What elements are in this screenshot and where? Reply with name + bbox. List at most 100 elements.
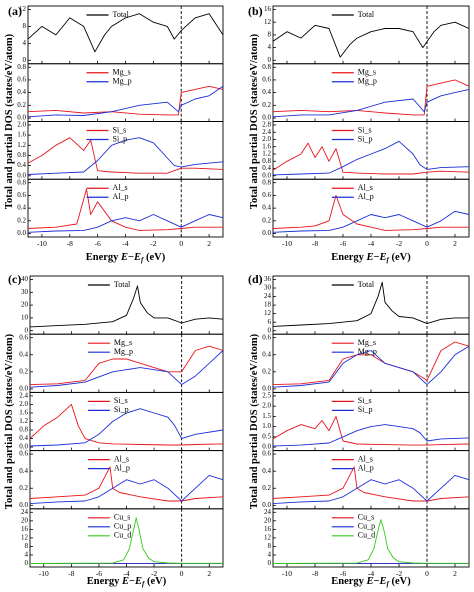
x-axis-label-sub: f bbox=[142, 580, 145, 588]
y-tick-label: 2.5 bbox=[262, 392, 271, 400]
legend-label: Cu_d bbox=[358, 531, 375, 540]
x-axis-label: Energy E−Ef (eV) bbox=[87, 576, 167, 588]
x-tick-label: -2 bbox=[151, 569, 157, 578]
legend-label: Mg_p bbox=[358, 77, 377, 86]
x-axis-label-E: E bbox=[366, 576, 374, 587]
x-axis-label-sub: f bbox=[387, 580, 390, 588]
panel-label: (d) bbox=[248, 272, 263, 286]
panel-b: (b) Total and partial DOS (states/eV/atom… bbox=[248, 4, 470, 264]
y-tick-label: 0.4 bbox=[262, 88, 271, 96]
legend-label: Si_p bbox=[358, 405, 373, 414]
y-tick-label: 0.6 bbox=[262, 191, 271, 199]
y-tick-label: 0.2 bbox=[262, 216, 271, 224]
y-tick-label: 0.8 bbox=[19, 426, 28, 434]
x-axis-label: Energy E−Ef (eV) bbox=[331, 252, 411, 264]
legend-label: Mg_s bbox=[114, 338, 132, 347]
y-tick-label: 1.6 bbox=[17, 131, 26, 139]
legend-label: Cu_s bbox=[358, 513, 374, 522]
x-tick-label: -4 bbox=[122, 239, 128, 248]
legend-label: Al_p bbox=[114, 463, 130, 472]
y-tick-label: 0.8 bbox=[262, 178, 271, 186]
y-tick-label: 18 bbox=[264, 301, 272, 309]
x-axis-label: Energy E−Ef (eV) bbox=[86, 252, 166, 264]
series-line-al_s bbox=[272, 466, 470, 502]
y-tick-label: 0.4 bbox=[19, 434, 28, 442]
subplot-4: 0.0 0.2 0.4 0.6 0.8 Al_sAl_p -10 -8 -6 -4 -2 0 2 bbox=[17, 178, 224, 248]
y-tick-label: 0.2 bbox=[19, 484, 28, 492]
y-tick-label: 0.4 bbox=[19, 350, 28, 358]
y-tick-label: 30 bbox=[21, 288, 29, 296]
y-tick-label: 0.0 bbox=[262, 229, 271, 237]
subplot-1: 0 10 20 30 40 Total bbox=[21, 275, 224, 335]
y-tick-label: 0.6 bbox=[262, 76, 271, 84]
series-line-si_s bbox=[27, 137, 224, 174]
y-tick-label: 40 bbox=[21, 275, 29, 283]
series-line-total bbox=[272, 21, 470, 58]
panel-label: (b) bbox=[248, 4, 263, 18]
series-line-mg_p bbox=[29, 350, 224, 388]
y-tick-label: 0.2 bbox=[17, 101, 26, 109]
x-tick-label: -6 bbox=[96, 569, 102, 578]
y-axis-label: Total and partial DOS (states/eV/atom) bbox=[4, 33, 15, 209]
y-tick-label: 24 bbox=[264, 292, 272, 300]
y-tick-label: 0.4 bbox=[262, 467, 271, 475]
series-line-al_p bbox=[272, 474, 470, 505]
panel-label: (c) bbox=[8, 272, 21, 286]
series-line-si_s bbox=[272, 142, 470, 175]
y-tick-label: 1.0 bbox=[262, 422, 271, 430]
x-axis-label-prefix: Energy bbox=[87, 576, 122, 587]
y-tick-label: 0.2 bbox=[262, 101, 271, 109]
y-tick-label: 2.4 bbox=[19, 392, 28, 400]
series-line-total bbox=[272, 281, 469, 327]
series-line-total bbox=[29, 285, 224, 328]
x-axis-label-unit: (eV) bbox=[143, 252, 165, 263]
x-tick-label: 2 bbox=[453, 569, 457, 578]
panel-c: (c) Total and partial DOS (states/eV/atom… bbox=[4, 272, 224, 588]
y-axis-label: Total and partial DOS (states/eV/atom) bbox=[249, 333, 260, 509]
y-tick-label: 0.0 bbox=[19, 501, 28, 509]
x-tick-label: -6 bbox=[340, 569, 346, 578]
x-tick-label: 2 bbox=[453, 239, 457, 248]
x-tick-label: 0 bbox=[179, 239, 183, 248]
legend-label: Total bbox=[113, 10, 130, 19]
y-tick-label: 2.0 bbox=[262, 402, 271, 410]
y-tick-label: 0 bbox=[25, 559, 29, 567]
series-line-mg_s bbox=[272, 79, 470, 116]
y-tick-label: 1.6 bbox=[262, 142, 271, 150]
legend-label: Total bbox=[358, 280, 375, 289]
x-axis-label-Ef: E bbox=[379, 252, 387, 263]
y-tick-label: 0 bbox=[23, 56, 27, 64]
x-tick-label: -8 bbox=[312, 569, 318, 578]
y-tick-label: 0.0 bbox=[262, 385, 271, 393]
y-tick-label: 30 bbox=[264, 284, 272, 292]
y-tick-label: 0.2 bbox=[262, 484, 271, 492]
x-tick-label: -6 bbox=[95, 239, 101, 248]
y-tick-label: 0.0 bbox=[262, 501, 271, 509]
x-axis-label-prefix: Energy bbox=[331, 576, 366, 587]
y-tick-label: 4 bbox=[268, 551, 272, 559]
subplot-4: 0.0 0.2 0.4 0.6 Al_sAl_p bbox=[262, 450, 470, 510]
subplot-2: 0.0 0.2 0.4 0.6 0.8 Mg_sMg_p bbox=[17, 63, 224, 122]
x-axis-label-dash: − bbox=[129, 576, 135, 587]
legend-label: Cu_s bbox=[114, 513, 130, 522]
x-tick-label: -2 bbox=[396, 239, 402, 248]
y-tick-label: 0.2 bbox=[19, 367, 28, 375]
subplot-2: 0.0 0.2 0.4 0.6 Mg_sMg_p bbox=[262, 333, 470, 393]
legend-label: Si_s bbox=[358, 125, 372, 134]
x-axis-label-Ef: E bbox=[379, 576, 387, 587]
x-axis-label-dash: − bbox=[128, 252, 134, 263]
y-tick-label: 10 bbox=[21, 314, 29, 322]
series-line-si_p bbox=[272, 140, 470, 176]
y-tick-label: 20 bbox=[21, 301, 29, 309]
series-line-mg_p bbox=[272, 88, 470, 118]
subplot-4: 0.0 0.2 0.4 0.6 Al_sAl_p bbox=[19, 450, 224, 510]
y-tick-label: 0.4 bbox=[19, 467, 28, 475]
x-tick-label: -4 bbox=[368, 239, 374, 248]
x-tick-label: -2 bbox=[150, 239, 156, 248]
y-tick-label: 0.8 bbox=[262, 157, 271, 165]
legend-label: Al_s bbox=[114, 454, 129, 463]
series-line-al_s bbox=[272, 194, 469, 231]
legend-label: Si_p bbox=[114, 405, 129, 414]
